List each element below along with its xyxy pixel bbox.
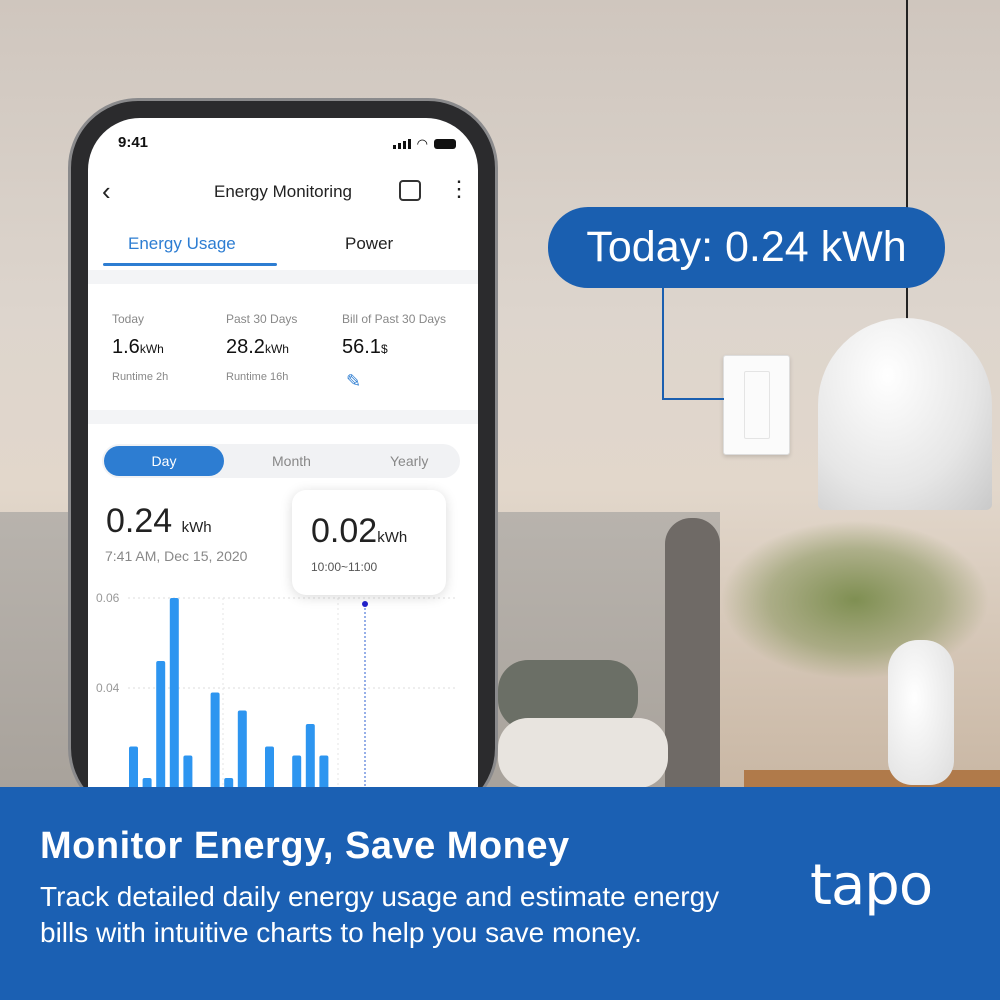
stat-label: Today xyxy=(112,312,145,326)
bar[interactable] xyxy=(169,598,179,788)
bar[interactable] xyxy=(265,746,274,789)
bar[interactable] xyxy=(292,755,302,789)
divider xyxy=(88,410,478,424)
usage-chart: 0.06 0.04 xyxy=(96,591,458,789)
segment-yearly[interactable]: Yearly xyxy=(390,453,429,469)
bar[interactable] xyxy=(183,755,193,789)
bar[interactable] xyxy=(319,755,329,789)
stat-value: 1.6kWh xyxy=(112,336,164,358)
banner: Monitor Energy, Save Money Track detaile… xyxy=(0,787,1000,1000)
headline: Monitor Energy, Save Money xyxy=(40,825,570,867)
stat-runtime: Runtime 2h xyxy=(112,371,169,383)
phone-screen: 9:41 ◠ ‹ Energy Monitoring ⋮ Energy Usag… xyxy=(88,118,478,788)
bar[interactable] xyxy=(129,746,138,789)
body-text: Track detailed daily energy usage and es… xyxy=(40,881,720,948)
signal-icon xyxy=(392,139,411,149)
bar[interactable] xyxy=(305,724,315,788)
status-icons: ◠ xyxy=(392,136,456,152)
chevron-left-icon[interactable]: ‹ xyxy=(102,176,111,206)
lamp-cord xyxy=(906,0,908,330)
calendar-icon[interactable] xyxy=(399,180,421,201)
stat-runtime: Runtime 16h xyxy=(226,371,289,383)
bar[interactable] xyxy=(224,778,234,788)
tab-power[interactable]: Power xyxy=(345,234,394,253)
segment-month[interactable]: Month xyxy=(272,453,311,469)
stat-value: 56.1$ xyxy=(342,336,388,358)
stat-value: 28.2kWh xyxy=(226,336,289,358)
battery-icon xyxy=(434,139,456,149)
stat-past-30-days: Past 30 Days 28.2kWh Runtime 16h xyxy=(226,312,297,383)
bar[interactable] xyxy=(237,710,247,789)
today-callout: Today: 0.24 kWh xyxy=(548,207,945,288)
pillow xyxy=(498,718,668,787)
status-time: 9:41 xyxy=(118,134,149,151)
more-vertical-icon[interactable]: ⋮ xyxy=(448,176,470,201)
stat-label: Bill of Past 30 Days xyxy=(342,312,447,326)
stat-label: Past 30 Days xyxy=(226,312,298,326)
pencil-icon[interactable]: ✎ xyxy=(346,371,362,391)
stat-bill: Bill of Past 30 Days 56.1$ ✎ xyxy=(342,312,446,392)
tab-energy-usage[interactable]: Energy Usage xyxy=(128,234,236,253)
y-tick-label: 0.04 xyxy=(96,681,120,695)
divider xyxy=(88,270,478,284)
stat-today: Today 1.6kWh Runtime 2h xyxy=(112,312,168,383)
segment-day[interactable]: Day xyxy=(104,446,224,476)
cursor-dot xyxy=(362,601,368,607)
y-tick-label: 0.06 xyxy=(96,591,120,605)
bar[interactable] xyxy=(210,692,220,789)
chart-tooltip: 0.02kWh 10:00~11:00 xyxy=(292,490,446,595)
tapo-logo: tapo xyxy=(810,853,933,918)
page-title: Energy Monitoring xyxy=(214,182,352,201)
timestamp: 7:41 AM, Dec 15, 2020 xyxy=(105,548,248,564)
bar[interactable] xyxy=(142,778,152,788)
period-selector: Day Month Yearly xyxy=(102,444,460,478)
sofa-arm xyxy=(665,518,720,787)
total-usage: 0.24 kWh xyxy=(106,502,212,540)
side-table xyxy=(744,770,1000,787)
callout-connector xyxy=(662,288,724,400)
tabs: Energy Usage Power xyxy=(88,226,478,270)
tooltip-range: 10:00~11:00 xyxy=(311,560,378,574)
smart-switch xyxy=(723,355,790,455)
active-tab-indicator xyxy=(103,263,277,266)
vase xyxy=(888,640,954,785)
wifi-icon: ◠ xyxy=(416,136,428,151)
bar[interactable] xyxy=(156,661,166,788)
pendant-lamp xyxy=(818,318,992,510)
nav-bar: ‹ Energy Monitoring ⋮ xyxy=(88,176,478,206)
